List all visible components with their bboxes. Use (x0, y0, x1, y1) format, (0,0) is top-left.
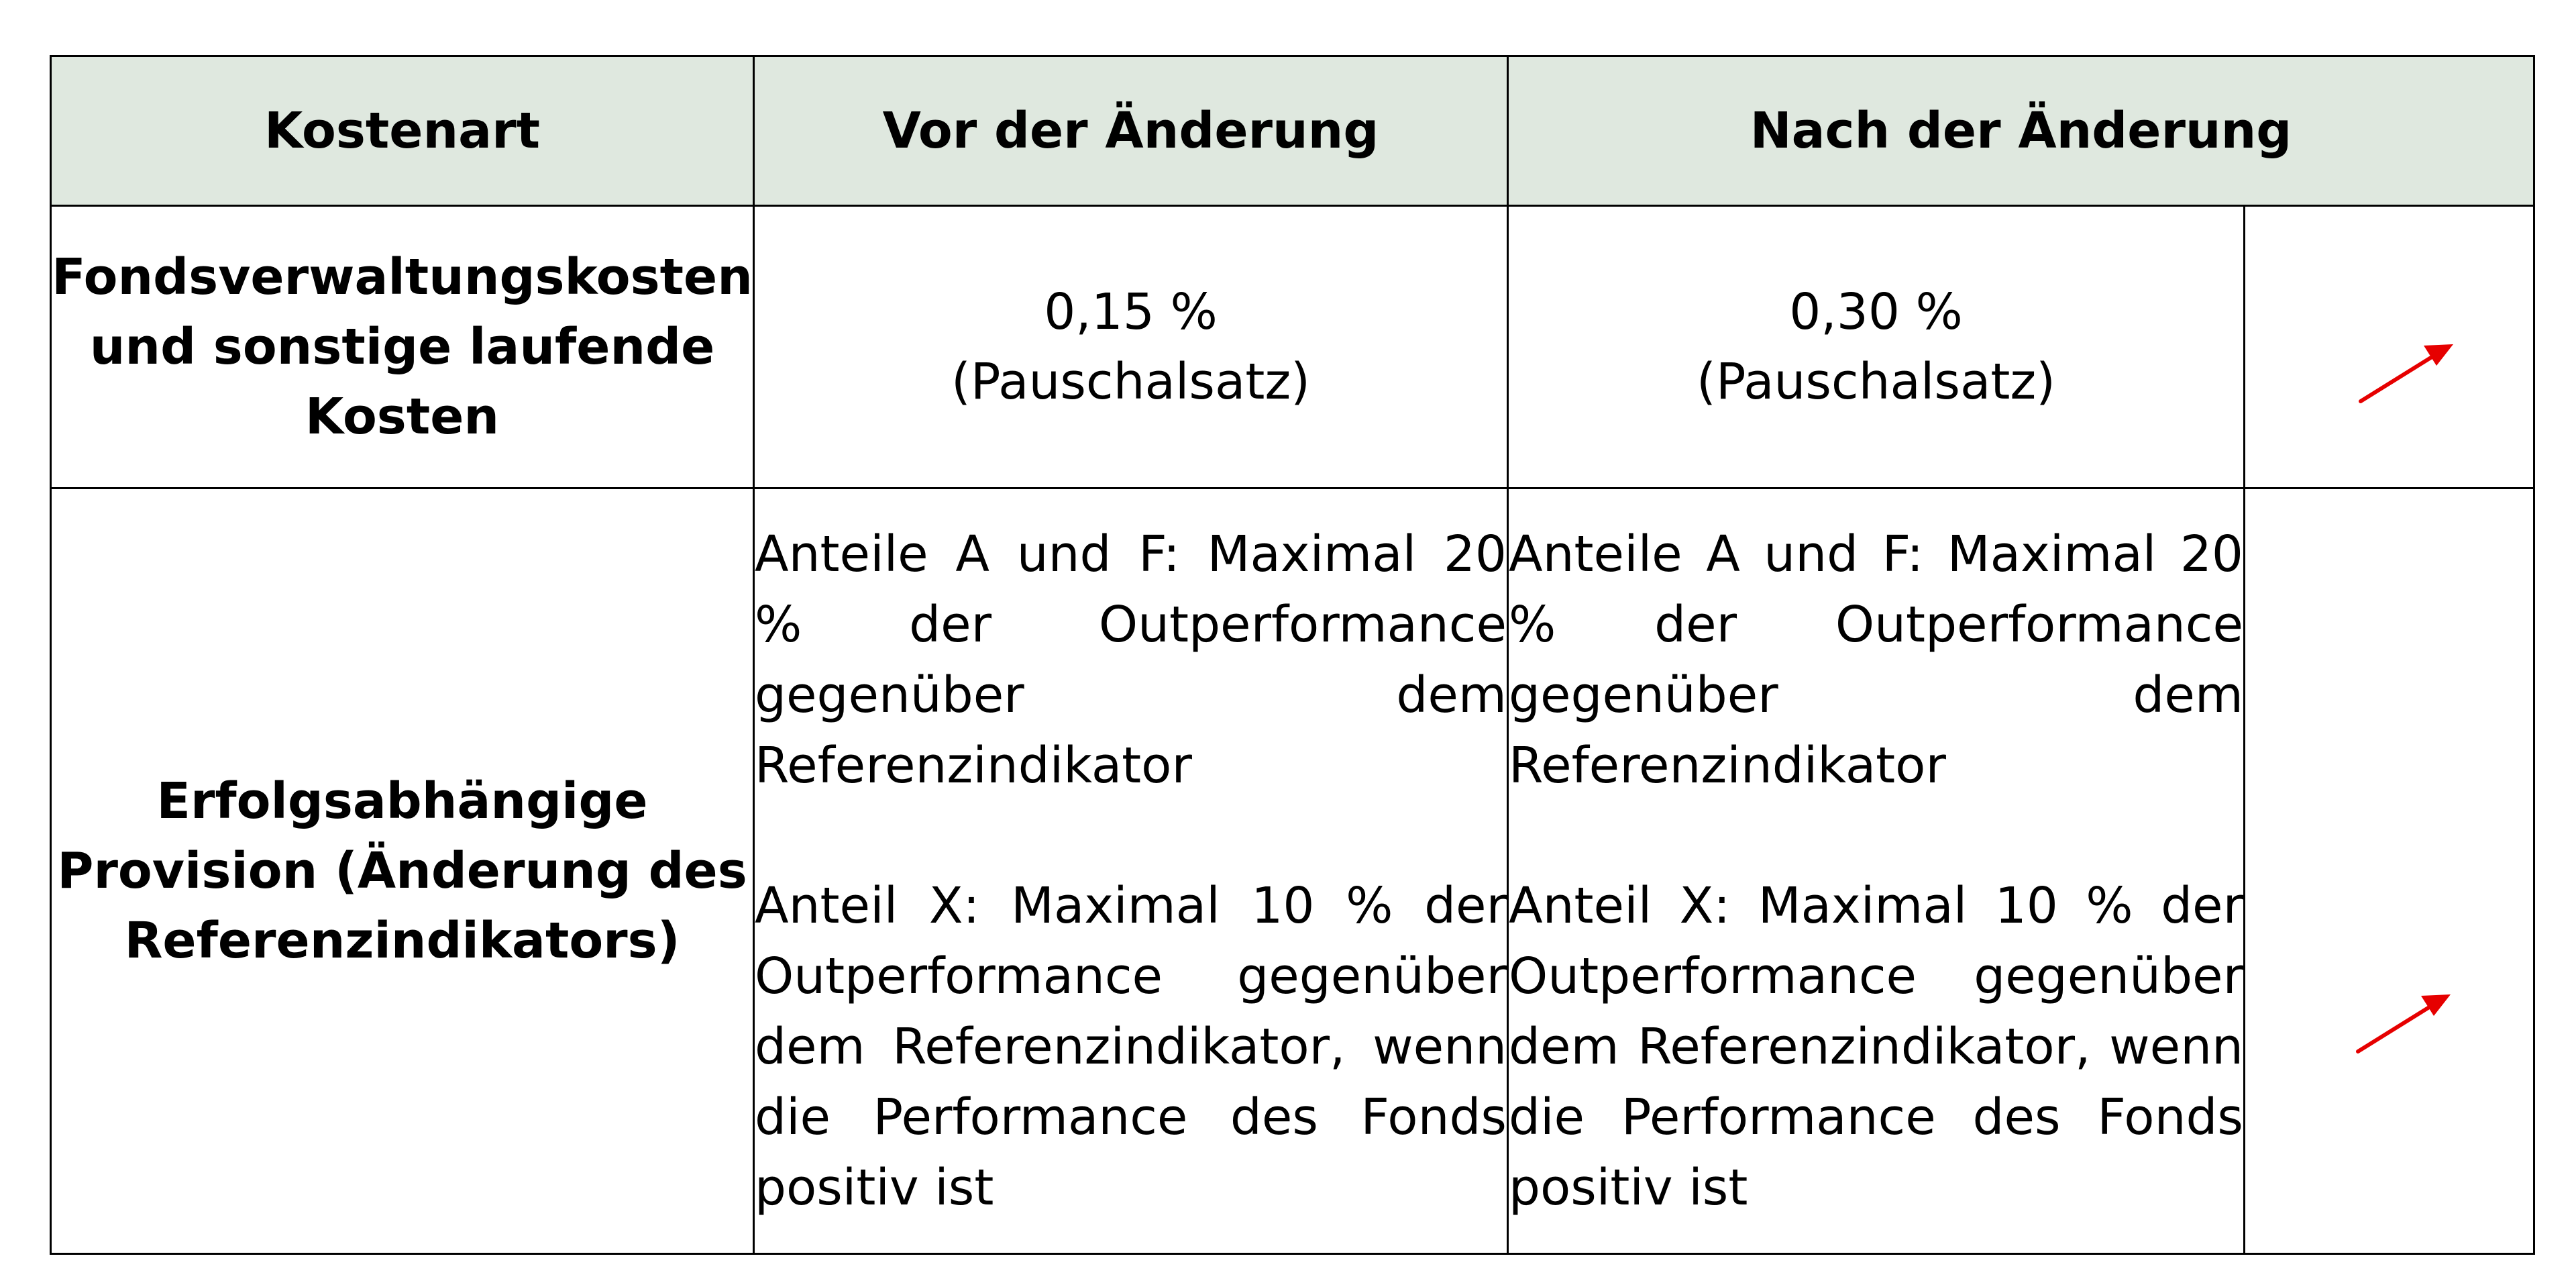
before-value-management-fees: 0,15 % (Pauschalsatz) (753, 205, 1509, 489)
cost-type-line: und sonstige laufende (89, 318, 715, 376)
before-rate: 0,15 % (1044, 283, 1218, 341)
header-after-change: Nach der Änderung (1506, 55, 2536, 207)
after-paragraph-share-x: Anteil X: Maximal 10 % der Outperformanc… (1509, 876, 2243, 1217)
header-row: Kostenart Vor der Änderung Nach der Ände… (50, 55, 2536, 207)
cost-type-line: Referenzindikators) (124, 912, 680, 970)
cost-type-line: Kosten (305, 388, 500, 446)
cost-type-management-fees: Fondsverwaltungskosten und sonstige lauf… (50, 205, 755, 489)
before-paragraph-share-x: Anteil X: Maximal 10 % der Outperformanc… (755, 876, 1507, 1217)
change-indicator-cell (2243, 487, 2536, 1255)
header-before-change: Vor der Änderung (753, 55, 1509, 207)
after-rate: 0,30 % (1789, 283, 1963, 341)
table-row-performance-fee: Erfolgsabhängige Provision (Änderung des… (50, 487, 2536, 1255)
after-value-performance-fee: Anteile A und F: Maximal 20 % der Outper… (1507, 487, 2245, 1255)
header-cost-type: Kostenart (50, 55, 755, 207)
after-paragraph-shares-a-f: Anteile A und F: Maximal 20 % der Outper… (1509, 525, 2243, 794)
cost-type-performance-fee: Erfolgsabhängige Provision (Änderung des… (50, 487, 755, 1255)
before-paragraph-shares-a-f: Anteile A und F: Maximal 20 % der Outper… (755, 525, 1507, 794)
change-indicator-cell (2243, 205, 2536, 489)
after-value-management-fees: 0,30 % (Pauschalsatz) (1507, 205, 2245, 489)
arrow-up-right-icon (2356, 994, 2451, 1053)
before-value-performance-fee: Anteile A und F: Maximal 20 % der Outper… (753, 487, 1509, 1255)
cost-type-line: Provision (Änderung des (57, 842, 747, 900)
arrow-up-right-icon (2359, 344, 2453, 403)
table-row-management-fees: Fondsverwaltungskosten und sonstige lauf… (50, 205, 2536, 489)
cost-type-line: Erfolgsabhängige (156, 772, 648, 830)
after-rate-note: (Pauschalsatz) (1696, 353, 2056, 411)
before-rate-note: (Pauschalsatz) (951, 353, 1311, 411)
cost-type-line: Fondsverwaltungskosten (52, 248, 753, 306)
cost-comparison-table: Kostenart Vor der Änderung Nach der Ände… (50, 55, 2536, 1255)
